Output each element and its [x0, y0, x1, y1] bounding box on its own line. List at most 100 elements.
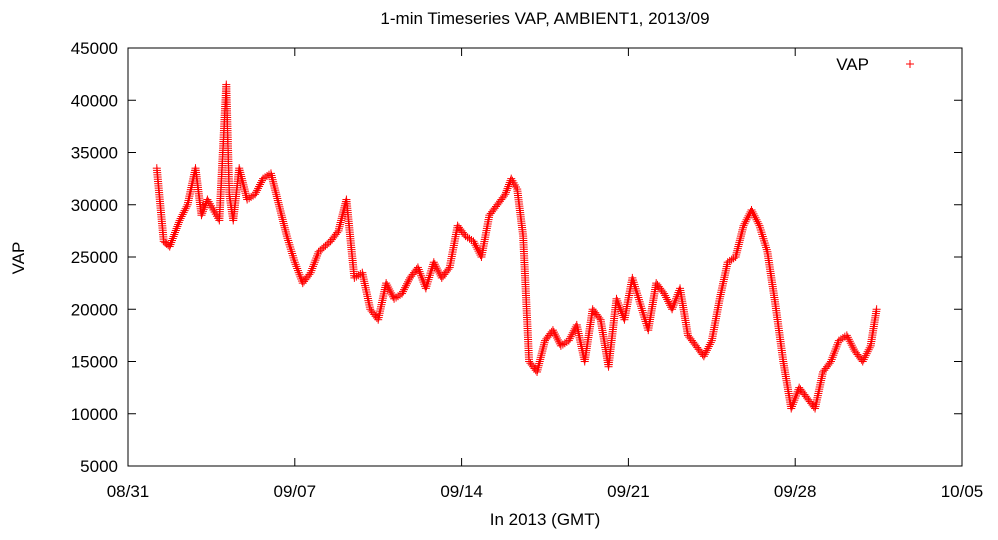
y-axis: 5000 10000 15000 20000 25000 30000 35000 40000 4… — [71, 39, 962, 476]
data-point-fill — [293, 264, 302, 273]
data-point-marker — [306, 268, 315, 277]
data-point — [541, 327, 556, 345]
data-point-fill — [386, 286, 395, 295]
data-point-fill — [235, 166, 244, 175]
data-point-fill — [288, 251, 297, 260]
data-point — [274, 200, 291, 239]
data-point-fill — [387, 288, 396, 297]
y-tick-label: 20000 — [71, 300, 118, 319]
data-point-fill — [339, 208, 348, 217]
data-point-fill — [279, 219, 288, 228]
data-point-fill — [385, 285, 394, 294]
data-point — [620, 276, 636, 324]
data-point-fill — [269, 179, 278, 188]
data-point-fill — [535, 357, 544, 366]
data-point-fill — [635, 297, 644, 306]
data-point-fill — [179, 208, 188, 217]
data-point-fill — [335, 224, 344, 233]
data-point-fill — [735, 238, 744, 247]
data-point-fill — [614, 298, 623, 307]
data-point — [485, 202, 501, 220]
data-point — [203, 195, 217, 212]
data-point-fill — [702, 346, 711, 355]
data-point-fill — [537, 351, 546, 360]
data-point-fill — [417, 273, 426, 282]
data-point-fill — [703, 344, 712, 353]
data-point-marker — [842, 331, 851, 340]
data-point-fill — [271, 186, 280, 195]
data-point-fill — [749, 209, 758, 218]
data-point-fill — [535, 359, 544, 368]
data-point-fill — [283, 234, 292, 243]
data-point — [507, 174, 521, 191]
data-point-fill — [752, 215, 761, 224]
data-point-fill — [737, 230, 746, 239]
data-point-fill — [670, 298, 679, 307]
data-point-fill — [638, 306, 647, 315]
data-point — [366, 305, 381, 322]
data-point — [282, 232, 299, 265]
data-point-fill — [274, 198, 283, 207]
data-point-marker — [548, 326, 557, 335]
data-point-fill — [565, 334, 574, 343]
data-point — [175, 202, 191, 225]
data-point — [533, 338, 549, 376]
data-point — [747, 205, 763, 228]
data-point-fill — [844, 335, 853, 344]
data-point-fill — [426, 269, 435, 278]
chart-title: 1-min Timeseries VAP, AMBIENT1, 2013/09 — [380, 9, 709, 28]
data-point-fill — [168, 234, 177, 243]
data-point-fill — [173, 222, 182, 231]
data-point-fill — [846, 339, 855, 348]
data-point-fill — [863, 347, 872, 356]
data-point-fill — [750, 211, 759, 220]
data-point — [699, 338, 715, 361]
data-point-fill — [762, 243, 771, 252]
data-point-fill — [735, 236, 744, 245]
data-point-fill — [550, 330, 559, 339]
data-point-marker — [533, 367, 542, 376]
data-point-fill — [471, 241, 480, 250]
data-point-fill — [502, 188, 511, 197]
data-point-fill — [239, 180, 248, 189]
data-point-marker — [858, 357, 867, 366]
data-point-fill — [239, 182, 248, 191]
data-point-fill — [862, 349, 871, 358]
data-point-fill — [789, 398, 798, 407]
data-point-fill — [743, 213, 752, 222]
data-point-marker — [872, 305, 881, 314]
data-point-fill — [290, 256, 299, 265]
data-point-fill — [310, 258, 319, 267]
data-point-fill — [470, 239, 479, 248]
data-point-fill — [760, 239, 769, 248]
data-point-fill — [287, 247, 296, 256]
data-point-fill — [181, 204, 190, 213]
data-point-fill — [335, 222, 344, 231]
data-point-marker — [398, 289, 407, 298]
data-point-fill — [291, 260, 300, 269]
data-point-marker — [668, 305, 677, 314]
data-point-marker — [787, 404, 796, 413]
data-point-fill — [552, 333, 561, 342]
data-point — [628, 273, 644, 306]
data-point-fill — [538, 344, 547, 353]
data-point — [152, 164, 168, 244]
data-point — [811, 370, 827, 413]
data-point-fill — [734, 242, 743, 251]
data-point-fill — [401, 283, 410, 292]
data-point — [445, 223, 462, 272]
data-point — [493, 192, 508, 209]
x-tick-label: 09/14 — [440, 482, 483, 501]
data-point-fill — [338, 210, 347, 219]
data-point-fill — [275, 204, 284, 213]
y-tick-label: 40000 — [71, 91, 118, 110]
data-point-fill — [176, 214, 185, 223]
data-point-fill — [199, 205, 208, 214]
data-point-fill — [292, 262, 301, 271]
data-point-fill — [700, 350, 709, 359]
data-point — [235, 164, 251, 202]
data-point-fill — [551, 332, 560, 341]
data-point-fill — [293, 266, 302, 275]
data-point-fill — [241, 189, 250, 198]
data-point-fill — [414, 265, 423, 274]
